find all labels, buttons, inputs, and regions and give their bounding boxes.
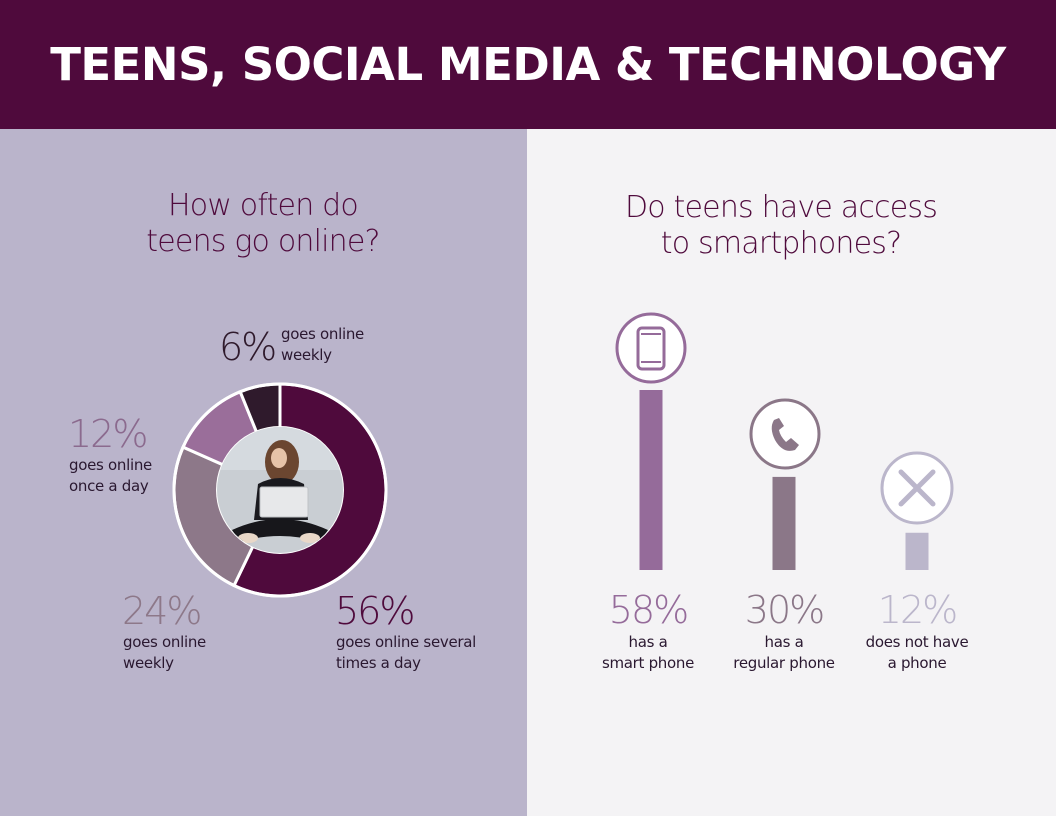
phone-handset-icon <box>749 398 821 470</box>
online-56pct-label-line2: times a day <box>336 654 421 672</box>
x-icon <box>880 451 954 525</box>
online-12pct-label-line2: once a day <box>69 477 149 495</box>
phones-title-line2: to smartphones? <box>660 226 902 261</box>
no-phone-label: does not have a phone <box>847 632 987 674</box>
bar-regular-phone <box>772 476 796 570</box>
no-phone-label-line2: a phone <box>887 654 947 672</box>
donut-outer-ring <box>172 382 388 598</box>
no-phone-label-line1: does not have <box>865 633 969 651</box>
online-12pct-label: goes online once a day <box>69 455 152 497</box>
online-24pct-value: 24% <box>122 589 202 633</box>
online-title-line1: How often do <box>168 188 359 223</box>
online-section-title: How often do teens go online? <box>113 188 413 260</box>
page-title: TEENS, SOCIAL MEDIA & TECHNOLOGY <box>50 38 1006 91</box>
phones-title-line1: Do teens have access <box>624 190 938 225</box>
online-24pct-label-line2: weekly <box>123 654 174 672</box>
online-6pct-label-line1: goes online <box>281 325 364 343</box>
online-56pct-value: 56% <box>335 589 415 633</box>
online-12pct-value: 12% <box>68 412 148 456</box>
phones-section-title: Do teens have access to smartphones? <box>621 190 941 262</box>
smartphone-label-line1: has a <box>628 633 668 651</box>
online-12pct-label-line1: goes online <box>69 456 152 474</box>
online-56pct-label-line1: goes online several <box>336 633 477 651</box>
online-donut-chart <box>172 382 388 598</box>
smartphone-label-line2: smart phone <box>601 654 695 672</box>
online-title-line2: teens go online? <box>146 224 380 259</box>
regular-phone-label: has a regular phone <box>714 632 854 674</box>
no-phone-pct-value: 12% <box>877 588 958 632</box>
smartphone-icon <box>615 312 687 384</box>
header-banner: TEENS, SOCIAL MEDIA & TECHNOLOGY <box>0 0 1056 129</box>
smartphone-label: has a smart phone <box>578 632 718 674</box>
regular-phone-label-line2: regular phone <box>733 654 835 672</box>
online-56pct-label: goes online several times a day <box>336 632 476 674</box>
online-6pct-value: 6% <box>219 325 277 369</box>
regular-phone-label-line1: has a <box>764 633 804 651</box>
bar-smart-phone <box>639 390 663 570</box>
online-6pct-label: goes online weekly <box>281 324 364 366</box>
online-24pct-label: goes online weekly <box>123 632 206 674</box>
smartphone-access-panel <box>527 129 1056 816</box>
regular-phone-pct-value: 30% <box>744 588 825 632</box>
online-6pct-label-line2: weekly <box>281 346 332 364</box>
online-24pct-label-line1: goes online <box>123 633 206 651</box>
smartphone-pct-value: 58% <box>608 588 689 632</box>
smartphone-bar-chart <box>615 312 954 570</box>
bar-no-phone <box>905 532 929 570</box>
